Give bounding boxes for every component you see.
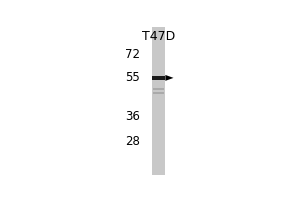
- Text: 55: 55: [125, 71, 140, 84]
- Text: 72: 72: [125, 48, 140, 61]
- Bar: [152, 27, 165, 175]
- Polygon shape: [165, 75, 173, 81]
- Bar: [152, 76, 165, 80]
- Text: 28: 28: [125, 135, 140, 148]
- Bar: [153, 92, 164, 94]
- Text: 36: 36: [125, 110, 140, 123]
- Text: T47D: T47D: [142, 30, 175, 43]
- Bar: [153, 88, 164, 90]
